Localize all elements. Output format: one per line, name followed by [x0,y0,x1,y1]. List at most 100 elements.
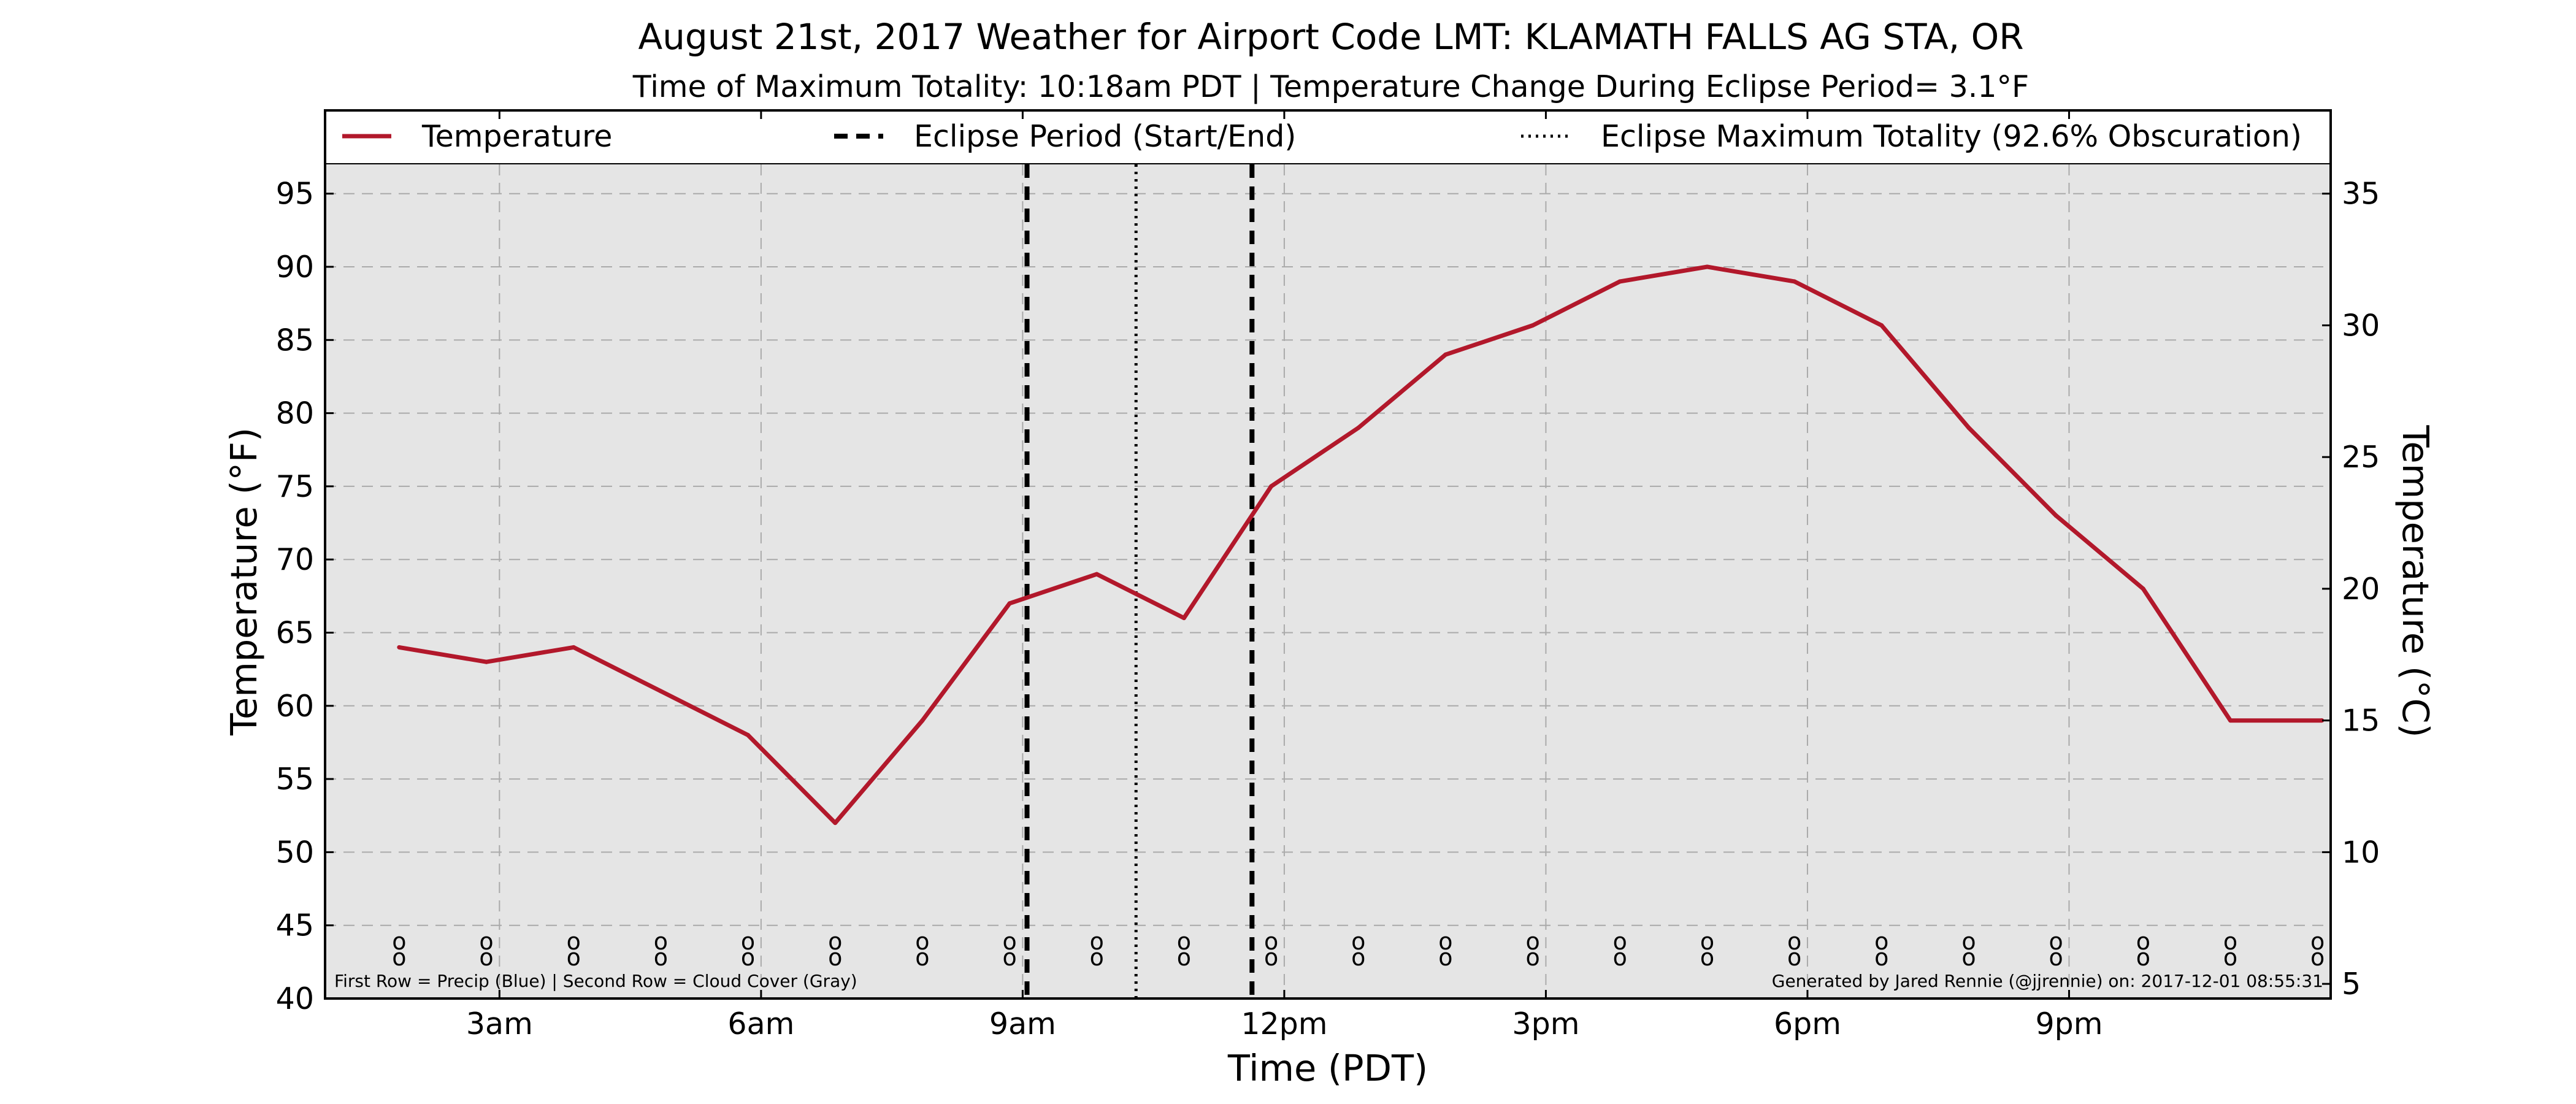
cloud-cover-marker: o [1438,944,1452,971]
temperature-point [1879,323,1884,328]
temperature-point [2228,718,2233,723]
y-right-tick-label: 15 [2342,703,2380,738]
cloud-cover-marker: o [1961,944,1976,971]
temperature-point [397,645,402,650]
cloud-cover-marker: o [1264,944,1278,971]
cloud-cover-marker: o [1002,944,1016,971]
temperature-point [484,659,489,664]
x-tick-label: 6pm [1774,1006,1841,1041]
y-tick-label: 95 [276,177,314,212]
temperature-point [920,718,925,723]
cloud-cover-marker: o [915,944,929,971]
x-axis-label: Time (PDT) [1227,1047,1428,1089]
y-axis-right: 5 10 15 20 25 30 35 [2322,177,2380,1002]
legend-label-temperature: Temperature [421,119,612,154]
y-tick-label: 75 [276,469,314,504]
cloud-cover-marker: o [2310,944,2325,971]
temperature-point [2320,718,2325,723]
precip-marker: o [1438,928,1452,955]
y-right-tick-label: 5 [2342,967,2361,1002]
precip-marker: o [1874,928,1888,955]
x-tick-label: 9pm [2035,1006,2103,1041]
precip-marker: o [2049,928,2063,955]
plot-frame [324,109,2332,1000]
y-tick-label: 70 [276,542,314,577]
precip-marker: o [1961,928,1976,955]
y-right-tick-label: 35 [2342,177,2380,212]
temperature-point [1443,352,1448,357]
legend-label-eclipse-max: Eclipse Maximum Totality (92.6% Obscurat… [1601,119,2302,154]
precip-marker: o [479,928,493,955]
temperature-point [1356,425,1361,430]
x-tick-label: 12pm [1241,1006,1327,1041]
y-tick-label: 50 [276,835,314,870]
temperature-point [571,645,576,650]
precip-marker: o [654,928,668,955]
temperature-point [1704,264,1709,269]
temperature-point [1094,572,1099,577]
y-tick-label: 90 [276,250,314,285]
y-tick-label: 80 [276,396,314,431]
y-axis-left: 40 45 50 55 60 65 70 75 80 85 90 95 [276,177,334,1016]
temperature-point [1181,616,1186,621]
temperature-point [1966,425,1971,430]
precip-marker: o [392,928,406,955]
x-tick-label: 3am [466,1006,533,1041]
y-tick-label: 65 [276,616,314,651]
cloud-cover-marker: o [1700,944,1714,971]
precip-marker: o [2136,928,2150,955]
row-markers: oooooooooooooooooooooooooooooooooooooooo… [392,928,2325,971]
temperature-point [746,733,751,738]
x-axis: 3am 6am 9am 12pm 3pm 6pm 9pm [466,110,2103,1041]
y-tick-label: 55 [276,762,314,797]
cloud-cover-marker: o [479,944,493,971]
x-tick-label: 6am [727,1006,794,1041]
temperature-point [2053,513,2058,518]
temperature-point [1617,279,1622,284]
legend-box [324,109,2332,166]
note-left: First Row = Precip (Blue) | Second Row =… [334,971,857,991]
y-tick-label: 40 [276,981,314,1016]
legend-label-eclipse-period: Eclipse Period (Start/End) [914,119,1296,154]
y-right-tick-label: 20 [2342,572,2380,607]
temperature-point [658,689,663,694]
temperature-point [1269,484,1274,489]
temperature-point [1007,601,1012,606]
cloud-cover-marker: o [654,944,668,971]
grid-lines [325,164,2331,999]
cloud-cover-marker: o [1613,944,1627,971]
temperature-point [2141,586,2145,591]
cloud-cover-marker: o [567,944,581,971]
x-tick-label: 3pm [1512,1006,1579,1041]
cloud-cover-marker: o [1874,944,1888,971]
temperature-point [1530,323,1535,328]
plot-area [325,164,2331,999]
precip-marker: o [1002,928,1016,955]
cloud-cover-marker: o [2049,944,2063,971]
y-right-tick-label: 30 [2342,308,2380,343]
chart-subtitle: Time of Maximum Totality: 10:18am PDT | … [632,69,2029,104]
precip-marker: o [1177,928,1191,955]
cloud-cover-marker: o [2223,944,2237,971]
y-tick-label: 45 [276,908,314,943]
y-tick-label: 60 [276,689,314,724]
precip-marker: o [2223,928,2237,955]
precip-marker: o [1700,928,1714,955]
precip-marker: o [1351,928,1365,955]
precip-marker: o [1787,928,1801,955]
y-right-tick-label: 25 [2342,440,2380,475]
y-right-tick-label: 10 [2342,835,2380,870]
precip-marker: o [915,928,929,955]
temperature-point [833,821,838,826]
cloud-cover-marker: o [2136,944,2150,971]
note-right: Generated by Jared Rennie (@jjrennie) on… [1772,971,2323,991]
chart-title: August 21st, 2017 Weather for Airport Co… [638,16,2023,58]
temperature-series [397,264,2325,826]
precip-marker: o [741,928,755,955]
precip-marker: o [2310,928,2325,955]
y-axis-label-left: Temperature (°F) [223,427,265,736]
temperature-point [1792,279,1797,284]
y-axis-label-right: Temperature (°C) [2394,424,2437,737]
precip-marker: o [1525,928,1539,955]
cloud-cover-marker: o [1525,944,1539,971]
